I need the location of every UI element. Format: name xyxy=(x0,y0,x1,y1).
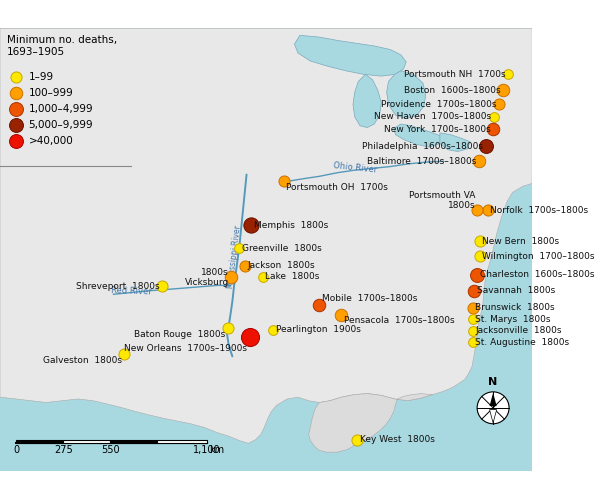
Text: 1800s
Vicksburg: 1800s Vicksburg xyxy=(185,268,229,287)
Bar xyxy=(16,440,63,443)
Text: Pearlington  1900s: Pearlington 1900s xyxy=(276,325,361,334)
Text: Norfolk  1700s–1800s: Norfolk 1700s–1800s xyxy=(490,206,589,215)
Text: 100–999: 100–999 xyxy=(28,88,73,98)
Text: 1–99: 1–99 xyxy=(28,72,53,82)
Text: New Orleans  1700s–1900s: New Orleans 1700s–1900s xyxy=(124,344,247,353)
Text: Charleston  1600s–1800s: Charleston 1600s–1800s xyxy=(480,270,594,279)
Polygon shape xyxy=(490,410,497,423)
Polygon shape xyxy=(353,74,382,128)
Polygon shape xyxy=(394,124,442,147)
Text: Savannah  1800s: Savannah 1800s xyxy=(477,286,556,295)
Text: Memphis  1800s: Memphis 1800s xyxy=(254,221,328,230)
Text: N: N xyxy=(488,377,498,387)
Polygon shape xyxy=(440,133,470,152)
Text: Key West  1800s: Key West 1800s xyxy=(360,435,435,444)
Polygon shape xyxy=(0,28,532,443)
Text: Greenville  1800s: Greenville 1800s xyxy=(242,244,322,252)
Text: 0: 0 xyxy=(13,445,19,455)
Text: New Bern  1800s: New Bern 1800s xyxy=(482,237,560,246)
Text: km: km xyxy=(209,445,224,455)
Text: Minimum no. deaths,
1693–1905: Minimum no. deaths, 1693–1905 xyxy=(7,35,117,57)
Text: 550: 550 xyxy=(101,445,120,455)
Text: Baltimore  1700s–1800s: Baltimore 1700s–1800s xyxy=(367,157,476,166)
Polygon shape xyxy=(386,71,425,119)
Circle shape xyxy=(477,392,509,424)
Polygon shape xyxy=(490,393,497,406)
Text: Brunswick  1800s: Brunswick 1800s xyxy=(475,303,555,312)
Bar xyxy=(110,440,157,443)
Text: Providence  1700s–1800s: Providence 1700s–1800s xyxy=(381,100,497,109)
Text: 5,000–9,999: 5,000–9,999 xyxy=(28,120,93,130)
Text: Mobile  1700s–1800s: Mobile 1700s–1800s xyxy=(322,294,418,303)
Text: >40,000: >40,000 xyxy=(28,136,73,146)
Bar xyxy=(63,440,110,443)
Text: Jackson  1800s: Jackson 1800s xyxy=(247,261,315,270)
Polygon shape xyxy=(308,394,433,452)
Text: Galveston  1800s: Galveston 1800s xyxy=(43,356,122,365)
Text: Jacksonville  1800s: Jacksonville 1800s xyxy=(475,326,562,335)
Text: Lake  1800s: Lake 1800s xyxy=(265,272,320,281)
Text: Philadelphia  1600s–1800s: Philadelphia 1600s–1800s xyxy=(362,142,484,151)
Text: Ohio River: Ohio River xyxy=(332,161,377,174)
Polygon shape xyxy=(295,35,406,76)
Text: St. Marys  1800s: St. Marys 1800s xyxy=(475,314,551,324)
Text: Pensacola  1700s–1800s: Pensacola 1700s–1800s xyxy=(344,316,455,325)
Text: 1,000–4,999: 1,000–4,999 xyxy=(28,104,93,114)
Bar xyxy=(157,440,206,443)
Text: 1,100: 1,100 xyxy=(193,445,220,455)
Text: New Haven  1700s–1800s: New Haven 1700s–1800s xyxy=(374,112,491,121)
Text: Boston  1600s–1800s: Boston 1600s–1800s xyxy=(404,86,500,95)
Text: New York  1700s–1800s: New York 1700s–1800s xyxy=(383,125,490,134)
Text: Wilmington  1700–1800s: Wilmington 1700–1800s xyxy=(482,251,595,260)
Text: Baton Rouge  1800s: Baton Rouge 1800s xyxy=(134,330,225,339)
Text: Portsmouth NH  1700s: Portsmouth NH 1700s xyxy=(404,70,506,79)
Text: 275: 275 xyxy=(55,445,73,455)
Text: Mississippi River: Mississippi River xyxy=(226,225,242,289)
Text: Red River: Red River xyxy=(111,285,152,296)
Text: St. Augustine  1800s: St. Augustine 1800s xyxy=(475,338,569,347)
Text: Portsmouth OH  1700s: Portsmouth OH 1700s xyxy=(286,184,388,193)
Text: Portsmouth VA
1800s: Portsmouth VA 1800s xyxy=(409,191,475,210)
Text: Shreveport  1800s: Shreveport 1800s xyxy=(76,282,160,291)
